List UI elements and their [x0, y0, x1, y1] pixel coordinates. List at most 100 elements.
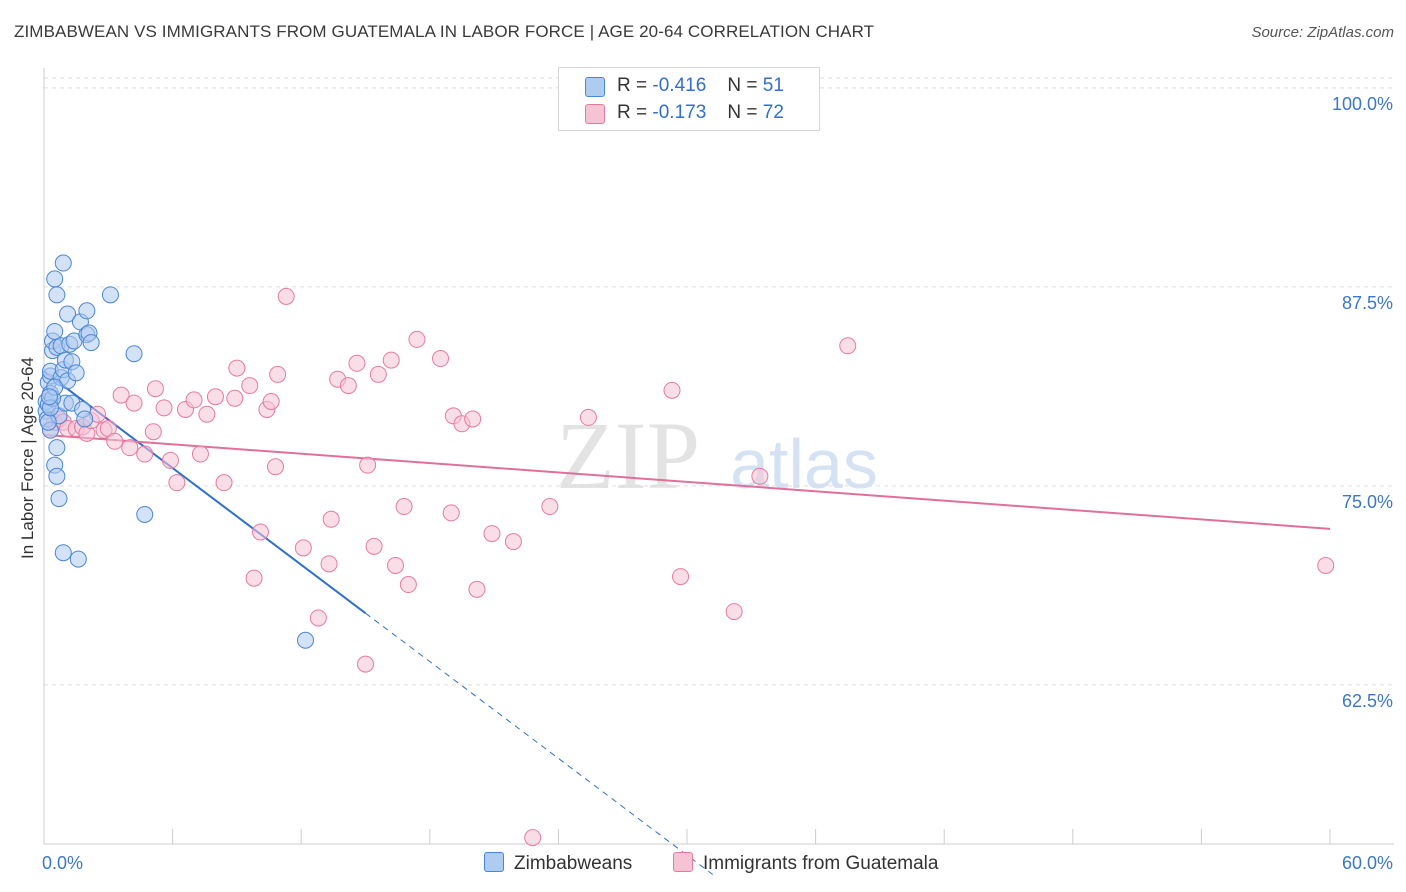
legend-n-value: 51	[762, 75, 784, 96]
y-tick-label: 75.0%	[1342, 492, 1393, 512]
zimbabwean-point	[40, 388, 58, 406]
zimbabwean-point	[69, 550, 87, 568]
guatemala-point	[468, 580, 486, 598]
bottom-legend-label: Zimbabweans	[514, 853, 633, 874]
zimbabwean-point	[296, 631, 314, 649]
guatemala-point	[294, 539, 312, 557]
y-tick-label: 87.5%	[1342, 293, 1393, 313]
watermark: ZIP atlas	[556, 402, 878, 509]
guatemala-point	[524, 829, 542, 847]
y-tick-label: 100.0%	[1332, 94, 1393, 114]
zimbabwean-point	[54, 544, 72, 562]
zimbabwean-point	[50, 490, 68, 508]
y-tick-label: 62.5%	[1342, 691, 1393, 711]
legend-r-value: -0.173	[652, 102, 707, 123]
guatemala-point	[106, 432, 124, 450]
x-tick-label: 0.0%	[42, 853, 83, 873]
guatemala-point	[168, 474, 186, 492]
guatemala-point	[839, 337, 857, 355]
stats-legend: R = -0.416 N = 51 R = -0.173 N = 72	[558, 67, 820, 131]
guatemala-point	[277, 287, 295, 305]
guatemala-point	[198, 405, 216, 423]
guatemala-point	[339, 377, 357, 395]
guatemala-point	[725, 603, 743, 621]
bottom-legend-zimbabweans: Zimbabweans	[484, 852, 632, 875]
guatemala-point	[125, 394, 143, 412]
guatemala-point	[136, 445, 154, 463]
guatemala-point	[442, 504, 460, 522]
guatemala-point	[483, 525, 501, 543]
guatemala-point	[387, 556, 405, 574]
guatemala-point	[206, 388, 224, 406]
guatemala-point	[146, 380, 164, 398]
chart-source: Source: ZipAtlas.com	[1251, 24, 1394, 41]
zimbabwean-point	[125, 345, 143, 363]
zimbabwean-point	[67, 364, 85, 382]
guatemala-point	[112, 386, 130, 404]
guatemala-point	[215, 474, 233, 492]
guatemala-point	[266, 458, 284, 476]
guatemala-point	[262, 392, 280, 410]
legend-swatch-blue	[585, 77, 605, 97]
guatemala-point	[663, 381, 681, 399]
zimbabwean-points	[37, 254, 314, 649]
bottom-legend-guatemala: Immigrants from Guatemala	[673, 852, 938, 875]
guatemala-point	[228, 359, 246, 377]
guatemala-point	[121, 439, 139, 457]
guatemala-point	[432, 350, 450, 368]
guatemala-point	[365, 537, 383, 555]
guatemala-point	[144, 423, 162, 441]
bottom-legend-swatch-blue	[484, 852, 504, 872]
legend-r-label: R =	[617, 75, 648, 96]
guatemala-point	[191, 445, 209, 463]
guatemala-point	[348, 354, 366, 372]
chart-title: ZIMBABWEAN VS IMMIGRANTS FROM GUATEMALA …	[14, 22, 875, 41]
guatemala-point	[155, 399, 173, 417]
guatemala-point	[269, 365, 287, 383]
zimbabwean-point	[76, 410, 94, 428]
zimbabwean-point	[48, 286, 66, 304]
zimbabwean-point	[82, 334, 100, 352]
bottom-legend-label: Immigrants from Guatemala	[703, 853, 939, 874]
guatemala-points	[41, 76, 1335, 847]
guatemala-point	[408, 330, 426, 348]
legend-row-guatemala: R = -0.173 N = 72	[617, 102, 784, 124]
legend-r-value: -0.416	[652, 75, 707, 96]
guatemala-point	[226, 389, 244, 407]
guatemala-point	[382, 351, 400, 369]
guatemala-point	[751, 467, 769, 485]
guatemala-point	[241, 377, 259, 395]
guatemala-point	[309, 609, 327, 627]
guatemala-point	[399, 576, 417, 594]
zimbabwean-point	[54, 254, 72, 272]
legend-swatch-pink	[585, 104, 605, 124]
legend-n-value: 72	[762, 102, 784, 123]
legend-n-label: N =	[727, 102, 758, 123]
zimbabwean-point	[48, 439, 66, 457]
zimbabwean-point	[78, 302, 96, 320]
legend-r-label: R =	[617, 102, 648, 123]
bottom-legend-swatch-pink	[673, 852, 693, 872]
legend-n-label: N =	[727, 75, 758, 96]
guatemala-point	[185, 391, 203, 409]
axes	[43, 68, 1394, 845]
guatemala-point	[504, 533, 522, 551]
guatemala-point	[322, 510, 340, 528]
zimbabwean-point	[46, 322, 64, 340]
zimbabwean-point	[48, 467, 66, 485]
guatemala-point	[541, 498, 559, 516]
zimbabwean-point	[59, 305, 77, 323]
guatemala-point	[245, 569, 263, 587]
zimbabwean-point	[136, 506, 154, 524]
guatemala-point	[672, 568, 690, 586]
x-tick-label: 60.0%	[1342, 853, 1393, 873]
guatemala-point	[1317, 556, 1335, 574]
guatemala-point	[395, 498, 413, 516]
guatemala-point	[320, 555, 338, 573]
zimbabwean-point	[101, 286, 119, 304]
guatemala-trend-line	[43, 433, 1331, 530]
guatemala-point	[369, 365, 387, 383]
watermark-zip: ZIP	[556, 402, 700, 509]
guatemala-point	[579, 408, 597, 426]
